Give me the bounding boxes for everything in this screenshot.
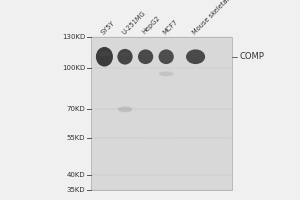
Bar bbox=[91, 37, 232, 190]
Ellipse shape bbox=[158, 49, 174, 64]
Text: COMP: COMP bbox=[240, 52, 265, 61]
Ellipse shape bbox=[138, 49, 153, 64]
Text: 130KD: 130KD bbox=[62, 34, 85, 40]
Text: 40KD: 40KD bbox=[67, 172, 85, 178]
Text: Mouse skeletal muscle: Mouse skeletal muscle bbox=[191, 0, 249, 35]
Ellipse shape bbox=[140, 52, 151, 57]
Ellipse shape bbox=[159, 71, 173, 76]
Text: 70KD: 70KD bbox=[67, 106, 85, 112]
Text: 55KD: 55KD bbox=[67, 135, 85, 141]
Ellipse shape bbox=[161, 52, 172, 57]
Ellipse shape bbox=[117, 49, 133, 65]
Text: MCF7: MCF7 bbox=[162, 18, 179, 35]
Text: 35KD: 35KD bbox=[67, 187, 85, 193]
Ellipse shape bbox=[98, 51, 110, 57]
Text: U-251MG: U-251MG bbox=[121, 9, 147, 35]
Ellipse shape bbox=[120, 52, 130, 57]
Ellipse shape bbox=[186, 49, 205, 64]
Ellipse shape bbox=[189, 52, 202, 57]
Text: HepG2: HepG2 bbox=[141, 15, 162, 35]
Text: 100KD: 100KD bbox=[62, 65, 85, 71]
Ellipse shape bbox=[96, 47, 113, 67]
Ellipse shape bbox=[118, 106, 132, 112]
Text: SY5Y: SY5Y bbox=[100, 19, 116, 35]
